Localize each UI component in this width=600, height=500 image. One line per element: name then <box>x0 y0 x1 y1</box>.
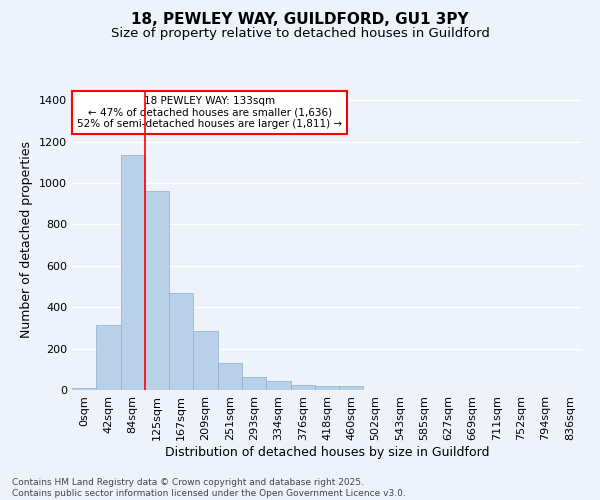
Bar <box>290 385 315 390</box>
Bar <box>72 388 96 390</box>
Bar <box>121 155 145 390</box>
Bar <box>242 376 266 390</box>
Bar <box>96 325 121 390</box>
Bar <box>266 380 290 390</box>
Bar <box>339 386 364 390</box>
Text: Contains HM Land Registry data © Crown copyright and database right 2025.
Contai: Contains HM Land Registry data © Crown c… <box>12 478 406 498</box>
X-axis label: Distribution of detached houses by size in Guildford: Distribution of detached houses by size … <box>165 446 489 458</box>
Text: Size of property relative to detached houses in Guildford: Size of property relative to detached ho… <box>110 28 490 40</box>
Bar <box>145 192 169 390</box>
Text: 18, PEWLEY WAY, GUILDFORD, GU1 3PY: 18, PEWLEY WAY, GUILDFORD, GU1 3PY <box>131 12 469 28</box>
Y-axis label: Number of detached properties: Number of detached properties <box>20 142 34 338</box>
Bar <box>193 331 218 390</box>
Bar <box>315 386 339 390</box>
Bar <box>218 363 242 390</box>
Bar <box>169 293 193 390</box>
Text: 18 PEWLEY WAY: 133sqm
← 47% of detached houses are smaller (1,636)
52% of semi-d: 18 PEWLEY WAY: 133sqm ← 47% of detached … <box>77 96 342 129</box>
